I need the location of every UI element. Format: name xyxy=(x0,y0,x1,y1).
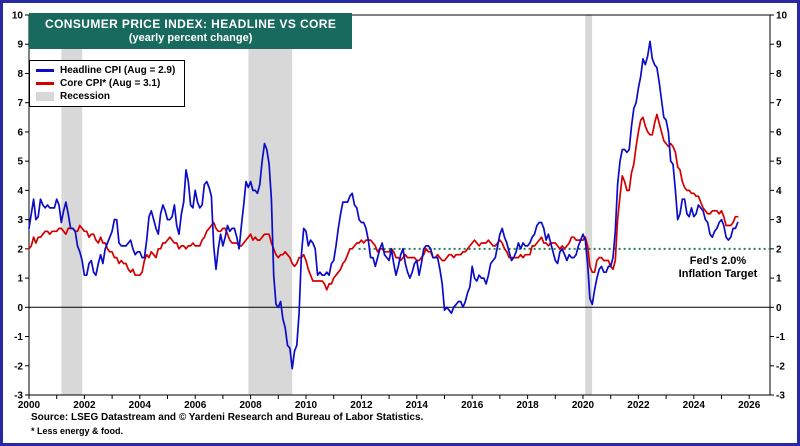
plot-area: -3 -3 -2 -2 -1 -1 0 0 1 1 2 2 3 3 4 4 5 5 6 6 7 7 8 8 9 9 10 10 2000… xyxy=(12,11,788,412)
legend-label-recession: Recession xyxy=(60,91,111,102)
svg-text:-3: -3 xyxy=(776,391,785,402)
svg-text:-1: -1 xyxy=(776,332,785,343)
svg-text:8: 8 xyxy=(17,69,23,80)
svg-text:2018: 2018 xyxy=(516,400,539,411)
svg-text:2024: 2024 xyxy=(683,400,706,411)
svg-text:0: 0 xyxy=(776,303,782,314)
svg-text:0: 0 xyxy=(17,303,23,314)
svg-text:6: 6 xyxy=(17,127,23,138)
chart-title-box: CONSUMER PRICE INDEX: HEADLINE VS CORE (… xyxy=(29,13,353,49)
svg-text:-2: -2 xyxy=(776,361,785,372)
fed-target-label-line1: Fed's 2.0% xyxy=(689,255,747,267)
svg-text:2002: 2002 xyxy=(73,400,96,411)
chart-footer: Source: LSEG Datastream and © Yardeni Re… xyxy=(31,412,423,437)
core-line-swatch xyxy=(36,82,54,85)
svg-text:2: 2 xyxy=(17,244,23,255)
fed-target-label-line2: Inflation Target xyxy=(678,268,758,280)
svg-text:2006: 2006 xyxy=(184,400,207,411)
svg-text:6: 6 xyxy=(776,127,782,138)
svg-text:2010: 2010 xyxy=(295,400,318,411)
svg-text:2016: 2016 xyxy=(461,400,484,411)
svg-text:7: 7 xyxy=(17,98,23,109)
svg-text:2012: 2012 xyxy=(350,400,373,411)
chart-subtitle: (yearly percent change) xyxy=(128,32,253,44)
svg-text:1: 1 xyxy=(17,274,23,285)
svg-text:2022: 2022 xyxy=(627,400,650,411)
svg-text:1: 1 xyxy=(776,274,782,285)
svg-text:2020: 2020 xyxy=(572,400,595,411)
svg-text:5: 5 xyxy=(776,157,782,168)
svg-text:9: 9 xyxy=(17,40,23,51)
legend-label-headline: Headline CPI (Aug = 2.9) xyxy=(60,65,176,76)
svg-text:4: 4 xyxy=(17,186,23,197)
chart-title: CONSUMER PRICE INDEX: HEADLINE VS CORE xyxy=(45,17,337,31)
svg-text:8: 8 xyxy=(776,69,782,80)
svg-text:2014: 2014 xyxy=(406,400,429,411)
svg-text:4: 4 xyxy=(776,186,782,197)
headline-line-swatch xyxy=(36,69,54,72)
svg-text:2000: 2000 xyxy=(18,400,41,411)
plot-frame xyxy=(28,14,771,396)
series-line-core xyxy=(28,113,739,291)
svg-text:5: 5 xyxy=(17,157,23,168)
source-note: Source: LSEG Datastream and © Yardeni Re… xyxy=(31,412,424,423)
legend-item-core: Core CPI* (Aug = 3.1) xyxy=(36,77,175,90)
svg-text:2004: 2004 xyxy=(129,400,152,411)
x-axis: 2000 2002 2004 2006 2008 2010 2012 2014 2016 2018… xyxy=(18,395,761,411)
legend-item-headline: Headline CPI (Aug = 2.9) xyxy=(36,64,175,77)
y-axis: -3 -3 -2 -2 -1 -1 0 0 1 1 2 2 3 3 4 4 5 5 6 6 7 7 8 8 9 9 10 10 xyxy=(12,11,788,402)
svg-text:10: 10 xyxy=(12,11,24,22)
fed-target-label: Fed's 2.0% Inflation Target xyxy=(655,255,781,281)
svg-text:3: 3 xyxy=(776,215,782,226)
svg-text:2008: 2008 xyxy=(239,400,262,411)
svg-text:-1: -1 xyxy=(14,332,23,343)
svg-text:-2: -2 xyxy=(14,361,23,372)
series-line-headline xyxy=(28,40,739,370)
svg-text:7: 7 xyxy=(776,98,782,109)
legend-item-recession: Recession xyxy=(36,90,175,103)
footnote: * Less energy & food. xyxy=(31,426,124,436)
recession-swatch xyxy=(36,92,54,101)
svg-text:2: 2 xyxy=(776,244,782,255)
svg-text:2026: 2026 xyxy=(738,400,761,411)
legend: Headline CPI (Aug = 2.9) Core CPI* (Aug … xyxy=(29,60,186,107)
svg-text:-3: -3 xyxy=(14,391,23,402)
legend-label-core: Core CPI* (Aug = 3.1) xyxy=(60,78,161,89)
svg-text:10: 10 xyxy=(776,11,788,22)
svg-text:9: 9 xyxy=(776,40,782,51)
svg-text:3: 3 xyxy=(17,215,23,226)
